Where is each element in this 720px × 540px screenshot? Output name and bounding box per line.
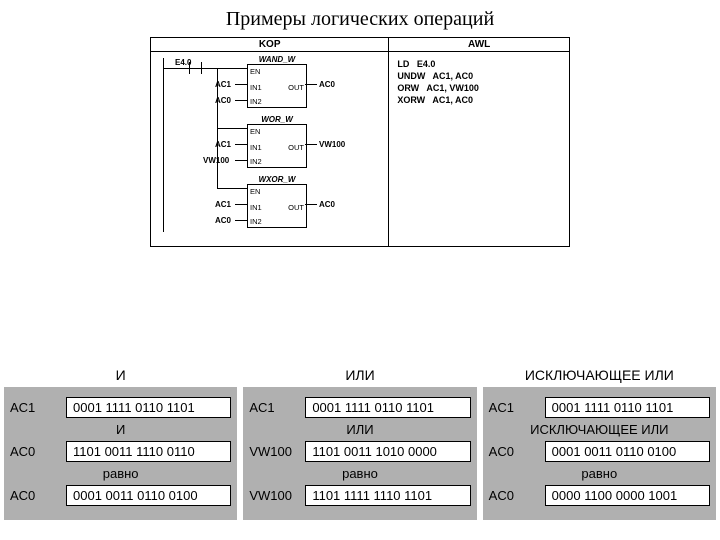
operand-row: AC1 0001 1111 0110 1101 — [249, 397, 470, 418]
operand-label: AC1 — [10, 400, 60, 415]
pin-out: OUT — [288, 143, 304, 152]
awl-line: XORW AC1, AC0 — [397, 94, 561, 106]
panel-head: ИСКЛЮЧАЮЩЕЕ ИЛИ — [483, 361, 716, 387]
operator-label: ИЛИ — [249, 422, 470, 437]
ext-in2: AC0 — [215, 96, 231, 105]
panel-xor: ИСКЛЮЧАЮЩЕЕ ИЛИ AC1 0001 1111 0110 1101 … — [483, 361, 716, 520]
operand-row: AC0 1101 0011 1110 0110 — [10, 441, 231, 462]
operand-row: AC1 0001 1111 0110 1101 — [489, 397, 710, 418]
result-row: VW100 1101 1111 1110 1101 — [249, 485, 470, 506]
panel-or: ИЛИ AC1 0001 1111 0110 1101 ИЛИ VW100 11… — [243, 361, 476, 520]
operator-label: ИСКЛЮЧАЮЩЕЕ ИЛИ — [489, 422, 710, 437]
awl-line: ORW AC1, VW100 — [397, 82, 561, 94]
ext-in2: VW100 — [203, 156, 229, 165]
ext-out: AC0 — [319, 200, 335, 209]
panel-head: И — [4, 361, 237, 387]
operand-value: 1101 0011 1010 0000 — [305, 441, 470, 462]
in2-wire — [235, 160, 247, 161]
block-wor: WOR_W EN IN1 IN2 OUT — [247, 124, 307, 168]
result-value: 1101 1111 1110 1101 — [305, 485, 470, 506]
pin-in2: IN2 — [250, 217, 262, 226]
operand-value: 1101 0011 1110 0110 — [66, 441, 231, 462]
block-name: WAND_W — [248, 55, 306, 64]
result-row: AC0 0001 0011 0110 0100 — [10, 485, 231, 506]
block-wxor: WXOR_W EN IN1 IN2 OUT — [247, 184, 307, 228]
pin-out: OUT — [288, 203, 304, 212]
branch-wire — [217, 128, 247, 129]
pin-en: EN — [250, 67, 260, 76]
in2-wire — [235, 100, 247, 101]
operand-value: 0001 0011 0110 0100 — [545, 441, 710, 462]
block-name: WXOR_W — [248, 175, 306, 184]
result-row: AC0 0000 1100 0000 1001 — [489, 485, 710, 506]
kop-cell: E4.0 WAND_W EN IN1 IN2 OUT — [151, 52, 389, 247]
equals-label: равно — [249, 466, 470, 481]
ladder-diagram: E4.0 WAND_W EN IN1 IN2 OUT — [157, 56, 395, 238]
in1-wire — [235, 84, 247, 85]
header-awl: AWL — [389, 38, 570, 52]
in1-wire — [235, 144, 247, 145]
ext-in1: AC1 — [215, 140, 231, 149]
page-title: Примеры логических операций — [0, 0, 720, 31]
operand-value: 0001 1111 0110 1101 — [545, 397, 710, 418]
result-label: AC0 — [489, 488, 539, 503]
result-value: 0000 1100 0000 1001 — [545, 485, 710, 506]
operand-row: VW100 1101 0011 1010 0000 — [249, 441, 470, 462]
ext-in1: AC1 — [215, 200, 231, 209]
header-kop: KOP — [151, 38, 389, 52]
operand-label: AC1 — [489, 400, 539, 415]
operand-row: AC0 0001 0011 0110 0100 — [489, 441, 710, 462]
page: Примеры логических операций KOP AWL E4.0… — [0, 0, 720, 540]
operator-label: И — [10, 422, 231, 437]
in2-wire — [235, 220, 247, 221]
panel-body: AC1 0001 1111 0110 1101 ИСКЛЮЧАЮЩЕЕ ИЛИ … — [483, 387, 716, 520]
pin-en: EN — [250, 187, 260, 196]
kop-awl-table: KOP AWL E4.0 WAND_W EN IN1 — [150, 37, 570, 247]
contact-bracket-r — [201, 62, 202, 74]
result-value: 0001 0011 0110 0100 — [66, 485, 231, 506]
operand-value: 0001 1111 0110 1101 — [66, 397, 231, 418]
ext-in2: AC0 — [215, 216, 231, 225]
out-wire — [305, 144, 317, 145]
awl-line: LD E4.0 — [397, 58, 561, 70]
block-name: WOR_W — [248, 115, 306, 124]
ext-out: VW100 — [319, 140, 345, 149]
pin-in2: IN2 — [250, 97, 262, 106]
result-label: AC0 — [10, 488, 60, 503]
awl-line: UNDW AC1, AC0 — [397, 70, 561, 82]
panels: И AC1 0001 1111 0110 1101 И AC0 1101 001… — [4, 361, 716, 520]
pin-in1: IN1 — [250, 143, 262, 152]
pin-en: EN — [250, 127, 260, 136]
ext-in1: AC1 — [215, 80, 231, 89]
operand-label: AC1 — [249, 400, 299, 415]
out-wire — [305, 84, 317, 85]
operand-row: AC1 0001 1111 0110 1101 — [10, 397, 231, 418]
in1-wire — [235, 204, 247, 205]
operand-label: AC0 — [489, 444, 539, 459]
branch-wire — [217, 188, 247, 189]
ext-out: AC0 — [319, 80, 335, 89]
power-rail — [163, 58, 164, 232]
pin-in1: IN1 — [250, 203, 262, 212]
awl-cell: LD E4.0 UNDW AC1, AC0 ORW AC1, VW100 XOR… — [389, 52, 570, 247]
out-wire — [305, 204, 317, 205]
equals-label: равно — [10, 466, 231, 481]
contact-bracket-l — [189, 62, 190, 74]
panel-and: И AC1 0001 1111 0110 1101 И AC0 1101 001… — [4, 361, 237, 520]
panel-body: AC1 0001 1111 0110 1101 ИЛИ VW100 1101 0… — [243, 387, 476, 520]
contact-wire — [163, 68, 225, 69]
pin-in2: IN2 — [250, 157, 262, 166]
pin-in1: IN1 — [250, 83, 262, 92]
operand-label: VW100 — [249, 444, 299, 459]
equals-label: равно — [489, 466, 710, 481]
operand-value: 0001 1111 0110 1101 — [305, 397, 470, 418]
panel-body: AC1 0001 1111 0110 1101 И AC0 1101 0011 … — [4, 387, 237, 520]
result-label: VW100 — [249, 488, 299, 503]
operand-label: AC0 — [10, 444, 60, 459]
panel-head: ИЛИ — [243, 361, 476, 387]
pin-out: OUT — [288, 83, 304, 92]
branch-wire — [217, 68, 247, 69]
block-wand: WAND_W EN IN1 IN2 OUT — [247, 64, 307, 108]
